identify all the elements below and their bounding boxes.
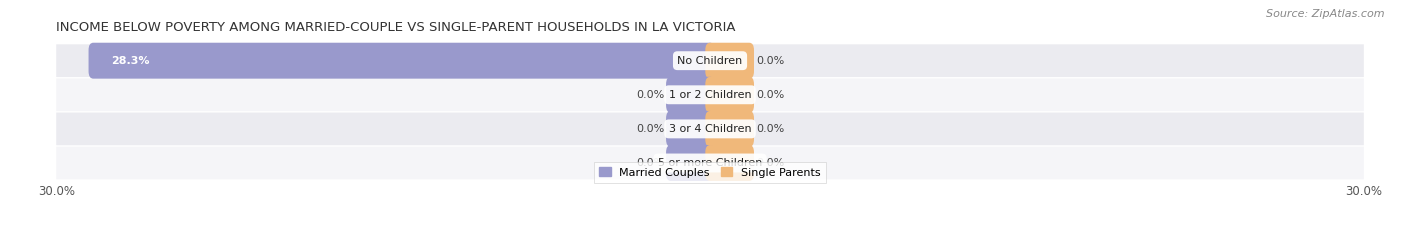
Text: 0.0%: 0.0% — [636, 90, 664, 100]
FancyBboxPatch shape — [666, 145, 714, 181]
FancyBboxPatch shape — [56, 113, 1364, 145]
Text: 0.0%: 0.0% — [756, 90, 785, 100]
FancyBboxPatch shape — [706, 111, 754, 147]
FancyBboxPatch shape — [89, 43, 714, 79]
FancyBboxPatch shape — [56, 147, 1364, 179]
Text: 1 or 2 Children: 1 or 2 Children — [669, 90, 751, 100]
Text: 0.0%: 0.0% — [756, 158, 785, 168]
Text: INCOME BELOW POVERTY AMONG MARRIED-COUPLE VS SINGLE-PARENT HOUSEHOLDS IN LA VICT: INCOME BELOW POVERTY AMONG MARRIED-COUPL… — [56, 21, 735, 34]
Text: Source: ZipAtlas.com: Source: ZipAtlas.com — [1267, 9, 1385, 19]
Text: 5 or more Children: 5 or more Children — [658, 158, 762, 168]
Text: 0.0%: 0.0% — [756, 124, 785, 134]
Text: 3 or 4 Children: 3 or 4 Children — [669, 124, 751, 134]
Text: 0.0%: 0.0% — [636, 124, 664, 134]
FancyBboxPatch shape — [56, 44, 1364, 77]
Text: 28.3%: 28.3% — [111, 56, 149, 66]
Text: No Children: No Children — [678, 56, 742, 66]
Legend: Married Couples, Single Parents: Married Couples, Single Parents — [593, 162, 827, 183]
FancyBboxPatch shape — [666, 77, 714, 113]
FancyBboxPatch shape — [56, 79, 1364, 111]
Text: 0.0%: 0.0% — [756, 56, 785, 66]
Text: 0.0%: 0.0% — [636, 158, 664, 168]
FancyBboxPatch shape — [666, 111, 714, 147]
FancyBboxPatch shape — [706, 145, 754, 181]
FancyBboxPatch shape — [706, 77, 754, 113]
FancyBboxPatch shape — [706, 43, 754, 79]
